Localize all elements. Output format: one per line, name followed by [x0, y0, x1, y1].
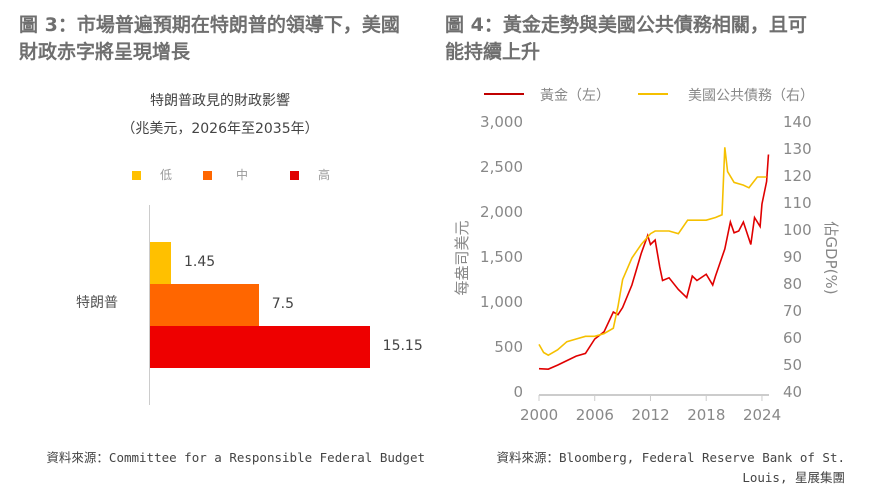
legend-label-gold: 黃金（左）: [540, 88, 610, 104]
y-tick-label: 1,000: [480, 293, 523, 311]
y2-tick-label: 130: [783, 140, 812, 158]
title-line: 財政赤字將呈現增長: [19, 41, 191, 63]
y2-tick-label: 50: [783, 356, 803, 374]
legend-line-debt: [638, 93, 668, 95]
bar-value-label: 7.5: [271, 296, 295, 312]
y2-tick-label: 40: [783, 383, 803, 401]
y2-tick-label: 90: [783, 248, 803, 266]
y2-tick-label: 110: [783, 194, 812, 212]
gold-line: [538, 154, 770, 370]
legend-label-high: 高: [318, 168, 331, 182]
y2-tick-label: 100: [783, 221, 812, 239]
y-tick-label: 0: [513, 383, 523, 401]
legend-line-gold: [484, 93, 524, 95]
source-line: Louis, 星展集團: [742, 470, 845, 485]
figure4-title: 圖 4：黃金走勢與美國公共債務相關，且可 能持續上升: [445, 12, 807, 66]
y2-tick-label: 140: [783, 113, 812, 131]
y-tick-label: 3,000: [480, 113, 523, 131]
debt-line: [538, 147, 767, 357]
source-note: 資料來源：Committee for a Responsible Federal…: [46, 450, 425, 465]
bar-1: [150, 284, 259, 326]
legend-label-debt: 美國公共債務（右）: [688, 88, 814, 104]
legend-swatch-low: [132, 171, 141, 180]
bar-2: [150, 326, 370, 368]
y2-tick-label: 70: [783, 302, 803, 320]
category-label: 特朗普: [76, 295, 118, 311]
x-tick-label: 2018: [687, 406, 726, 424]
bar-axis: [149, 205, 150, 405]
legend-swatch-mid: [203, 171, 212, 180]
legend-swatch-high: [290, 171, 299, 180]
bar-0: [150, 242, 172, 284]
legend-label-low: 低: [160, 168, 173, 182]
bar-value-label: 1.45: [184, 254, 216, 270]
y-tick-label: 2,000: [480, 203, 523, 221]
legend-label-mid: 中: [236, 168, 249, 182]
source-note: 資料來源：Bloomberg, Federal Reserve Bank of …: [440, 448, 845, 488]
x-tick-label: 2000: [520, 406, 559, 424]
bar-chart-title: 特朗普政見的財政影響: [150, 93, 290, 109]
y-tick-label: 500: [494, 338, 523, 356]
y2-tick-label: 120: [783, 167, 812, 185]
source-line: 資料來源：Bloomberg, Federal Reserve Bank of …: [496, 450, 845, 465]
title-line: 圖 4：黃金走勢與美國公共債務相關，且可: [445, 14, 807, 36]
figure3-title: 圖 3：市場普遍預期在特朗普的領導下，美國 財政赤字將呈現增長: [19, 12, 400, 66]
y2-tick-label: 60: [783, 329, 803, 347]
y-tick-label: 1,500: [480, 248, 523, 266]
title-line: 能持續上升: [445, 41, 541, 63]
y2-tick-label: 80: [783, 275, 803, 293]
x-tick-label: 2024: [742, 406, 782, 424]
bar-chart-subtitle: （兆美元，2026年至2035年）: [121, 121, 319, 137]
title-line: 圖 3：市場普遍預期在特朗普的領導下，美國: [19, 14, 400, 36]
x-tick-label: 2012: [631, 406, 670, 424]
x-tick-label: 2006: [575, 406, 614, 424]
bar-value-label: 15.15: [382, 338, 423, 354]
y-tick-label: 2,500: [480, 158, 523, 176]
